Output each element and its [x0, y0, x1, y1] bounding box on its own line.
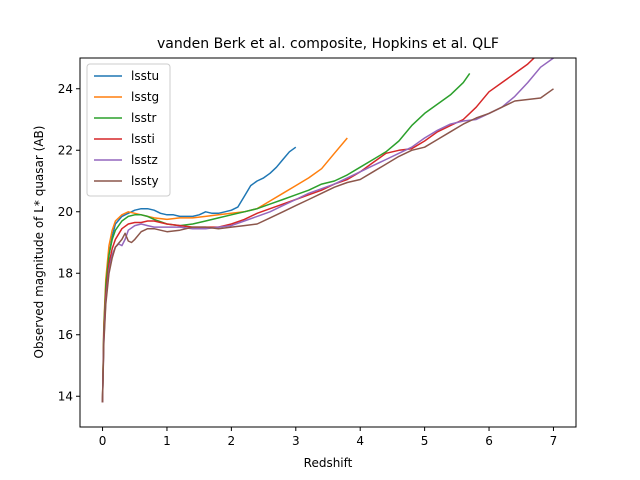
y-axis-label: Observed magnitude of L* quasar (AB) — [32, 126, 46, 359]
y-axis-ticks: 14 16 18 20 22 24 — [58, 82, 80, 403]
y-tick-label: 16 — [58, 328, 73, 342]
legend-label-lsstu: lsstu — [131, 69, 159, 83]
x-tick-label: 1 — [163, 434, 171, 448]
legend-label-lssty: lssty — [131, 174, 159, 188]
x-axis-label: Redshift — [304, 456, 353, 470]
x-tick-label: 3 — [292, 434, 300, 448]
y-tick-label: 20 — [58, 205, 73, 219]
x-tick-label: 0 — [99, 434, 107, 448]
legend: lsstu lsstg lsstr lssti lsstz lssty — [86, 63, 171, 197]
plot-frame — [79, 57, 577, 428]
series-line-lsstr — [101, 72, 471, 403]
series-line-lssty — [101, 88, 554, 403]
series-line-lsstz — [101, 58, 554, 403]
y-tick-label: 24 — [58, 82, 73, 96]
chart-title: vanden Berk et al. composite, Hopkins et… — [157, 36, 499, 52]
x-tick-label: 4 — [356, 434, 364, 448]
x-axis-ticks: 0 1 2 3 4 5 6 7 — [99, 427, 558, 448]
legend-label-lssti: lssti — [131, 132, 155, 146]
legend-label-lsstg: lsstg — [131, 90, 159, 104]
legend-label-lsstz: lsstz — [131, 153, 158, 167]
series-group — [101, 58, 554, 403]
series-line-lsstg — [101, 137, 348, 403]
y-tick-label: 14 — [58, 389, 73, 403]
y-tick-label: 22 — [58, 143, 73, 157]
x-tick-label: 6 — [485, 434, 493, 448]
legend-label-lsstr: lsstr — [131, 111, 157, 125]
x-tick-label: 7 — [550, 434, 558, 448]
x-tick-label: 2 — [228, 434, 236, 448]
series-line-lsstu — [101, 146, 297, 403]
x-tick-label: 5 — [421, 434, 429, 448]
series-line-lssti — [101, 58, 535, 403]
y-tick-label: 18 — [58, 266, 73, 280]
